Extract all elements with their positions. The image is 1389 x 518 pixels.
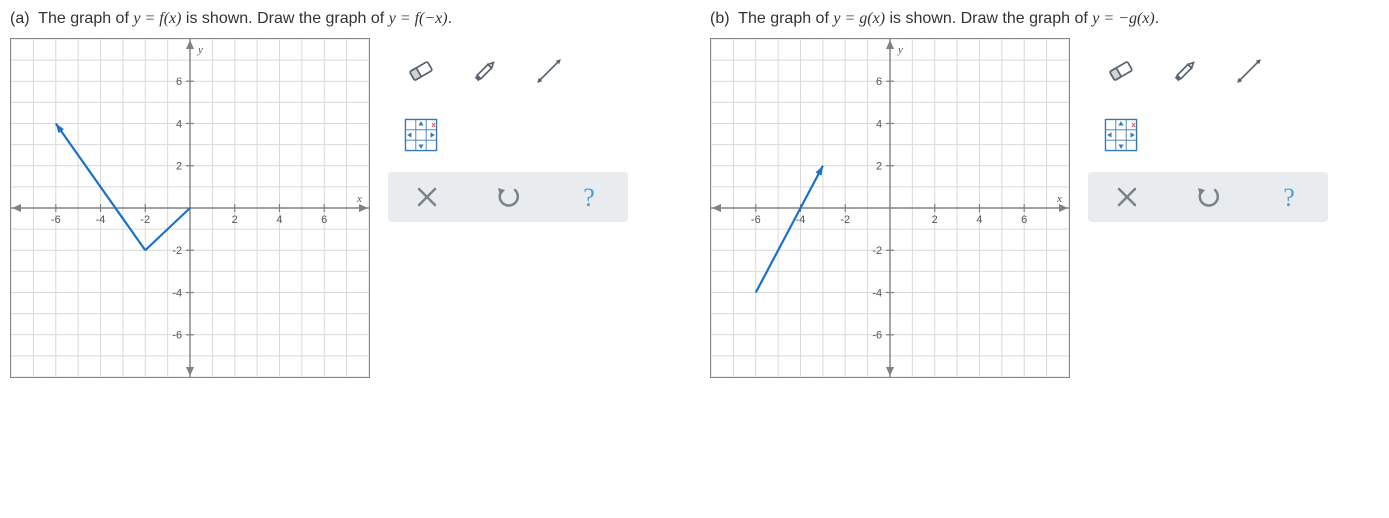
svg-text:x: x	[1056, 193, 1062, 205]
svg-text:-2: -2	[140, 214, 150, 226]
prompt-prefix-b: The graph of	[738, 10, 833, 27]
suffix-b: .	[1155, 10, 1159, 27]
graph-svg-b: -6-4-2246-6-4-2246xy	[711, 39, 1069, 377]
tool-row-top-a	[388, 44, 628, 98]
svg-text:4: 4	[976, 214, 982, 226]
undo-button[interactable]	[493, 182, 523, 212]
svg-text:6: 6	[876, 76, 882, 88]
tool-row-actions-a: ?	[388, 172, 628, 222]
tool-row-mid-b: x	[1088, 108, 1328, 162]
svg-text:x: x	[1131, 120, 1136, 129]
svg-text:y: y	[197, 44, 203, 56]
tool-row-mid-a: x	[388, 108, 628, 162]
toolbar-a: x ?	[388, 44, 628, 222]
svg-text:-4: -4	[872, 287, 882, 299]
svg-text:?: ?	[583, 183, 595, 212]
eq1-a: y = f(x)	[133, 10, 181, 27]
workarea-a: -6 -4 -2 2 4 6 -6 -4 -2 2 4 6 x y x ?	[10, 38, 670, 378]
svg-text:2: 2	[876, 161, 882, 173]
svg-text:-4: -4	[172, 287, 182, 299]
suffix-a: .	[448, 10, 452, 27]
svg-text:?: ?	[1283, 183, 1295, 212]
label-b: (b)	[710, 10, 730, 27]
svg-text:-6: -6	[172, 330, 182, 342]
pencil-tool[interactable]	[464, 50, 506, 92]
svg-text:6: 6	[1021, 214, 1027, 226]
svg-text:-2: -2	[172, 245, 182, 257]
problems-row: (a) The graph of y = f(x) is shown. Draw…	[10, 10, 1379, 378]
svg-text:-4: -4	[96, 214, 106, 226]
svg-text:-2: -2	[840, 214, 850, 226]
line-tool[interactable]	[1228, 50, 1270, 92]
svg-text:4: 4	[876, 118, 882, 130]
svg-text:x: x	[356, 193, 362, 205]
label-a: (a)	[10, 10, 30, 27]
graph-svg-a: -6 -4 -2 2 4 6 -6 -4 -2 2 4 6 x y	[11, 39, 369, 377]
eq2-b: y = −g(x)	[1092, 10, 1154, 27]
close-button[interactable]	[1112, 182, 1142, 212]
line-tool[interactable]	[528, 50, 570, 92]
pencil-tool[interactable]	[1164, 50, 1206, 92]
prompt-mid-b: is shown. Draw the graph of	[889, 10, 1092, 27]
grid-shrink-tool[interactable]: x	[400, 114, 442, 156]
svg-text:2: 2	[232, 214, 238, 226]
problem-b: (b) The graph of y = g(x) is shown. Draw…	[710, 10, 1370, 378]
help-button[interactable]: ?	[574, 182, 604, 212]
eq2-a: y = f(−x)	[389, 10, 448, 27]
close-button[interactable]	[412, 182, 442, 212]
undo-button[interactable]	[1193, 182, 1223, 212]
svg-text:-2: -2	[872, 245, 882, 257]
tool-row-top-b	[1088, 44, 1328, 98]
graph-canvas-a[interactable]: -6 -4 -2 2 4 6 -6 -4 -2 2 4 6 x y	[10, 38, 370, 378]
grid-shrink-tool[interactable]: x	[1100, 114, 1142, 156]
tool-row-actions-b: ?	[1088, 172, 1328, 222]
eraser-tool[interactable]	[1100, 50, 1142, 92]
toolbar-b: x ?	[1088, 44, 1328, 222]
graph-canvas-b[interactable]: -6-4-2246-6-4-2246xy	[710, 38, 1070, 378]
eraser-tool[interactable]	[400, 50, 442, 92]
svg-text:4: 4	[176, 118, 182, 130]
svg-text:x: x	[431, 120, 436, 129]
workarea-b: -6-4-2246-6-4-2246xy x ?	[710, 38, 1370, 378]
svg-text:4: 4	[276, 214, 282, 226]
svg-text:-6: -6	[51, 214, 61, 226]
prompt-mid-a: is shown. Draw the graph of	[186, 10, 389, 27]
svg-text:2: 2	[932, 214, 938, 226]
help-button[interactable]: ?	[1274, 182, 1304, 212]
svg-text:6: 6	[321, 214, 327, 226]
eq1-b: y = g(x)	[833, 10, 885, 27]
prompt-a: (a) The graph of y = f(x) is shown. Draw…	[10, 10, 670, 28]
problem-a: (a) The graph of y = f(x) is shown. Draw…	[10, 10, 670, 378]
prompt-b: (b) The graph of y = g(x) is shown. Draw…	[710, 10, 1370, 28]
svg-text:6: 6	[176, 76, 182, 88]
svg-text:2: 2	[176, 161, 182, 173]
svg-text:-6: -6	[751, 214, 761, 226]
svg-text:-6: -6	[872, 330, 882, 342]
svg-text:y: y	[897, 44, 903, 56]
prompt-prefix-a: The graph of	[38, 10, 133, 27]
